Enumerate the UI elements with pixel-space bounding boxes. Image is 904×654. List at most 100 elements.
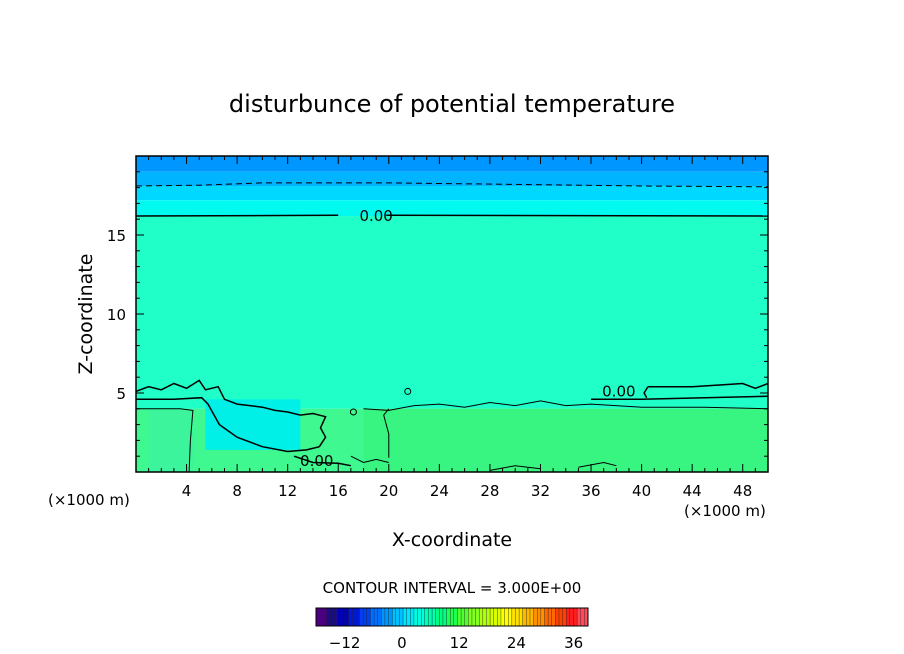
colorbar-swatch [566, 607, 571, 627]
colorbar-swatch [323, 607, 328, 627]
colorbar-swatch [399, 607, 404, 627]
colorbar-swatch [377, 607, 382, 627]
colorbar-swatch [453, 607, 458, 627]
colorbar-swatch [330, 607, 335, 627]
y-tick-label: 15 [107, 227, 126, 245]
chart-title: disturbunce of potential temperature [229, 90, 675, 118]
colorbar-swatch [391, 607, 397, 627]
contour-line [591, 395, 769, 401]
colorbar-swatch [529, 607, 535, 627]
contour-line [350, 455, 389, 464]
colorbar-swatch [511, 607, 516, 627]
contour-line [643, 386, 649, 399]
colorbar-swatch [515, 607, 520, 627]
colorbar-swatch [315, 607, 321, 627]
contour-label: 0.00 [300, 452, 333, 470]
colorbar-swatch [355, 607, 361, 627]
colorbar-swatch [489, 607, 495, 627]
colorbar-swatch [500, 607, 506, 627]
contour-lines: 0.00 0.00 0.00 [135, 182, 769, 473]
x-tick-label: 36 [581, 482, 600, 500]
colorbar-swatch [395, 607, 400, 627]
field-patch [148, 408, 193, 472]
colorbar-tick-label: 12 [450, 634, 469, 652]
colorbar-swatch [352, 607, 357, 627]
colorbar-swatch [442, 607, 448, 627]
contour-line [293, 455, 352, 467]
colorbar-swatch [533, 607, 538, 627]
contour-line [135, 379, 327, 453]
contour-line [136, 408, 194, 473]
contour-line [386, 214, 769, 217]
y-axis-label: Z-coordinate [75, 254, 97, 375]
colorbar-swatch [497, 607, 502, 627]
colorbar-swatch [337, 607, 342, 627]
plot-area [136, 156, 768, 472]
y-tick-label: 10 [107, 306, 126, 324]
x-tick-label: 40 [632, 482, 651, 500]
colorbar-swatch [555, 607, 560, 627]
colorbar-swatch [471, 607, 477, 627]
colorbar-swatch [439, 607, 444, 627]
contour-line [383, 408, 390, 458]
colorbar-swatch [475, 607, 480, 627]
colorbar-swatch [366, 607, 371, 627]
field-band [136, 171, 768, 187]
colorbar-swatch [333, 607, 339, 627]
colorbar-swatch [537, 607, 542, 627]
colorbar-swatch [319, 607, 324, 627]
colorbar-swatch [428, 607, 433, 627]
colorbar-swatch [580, 607, 585, 627]
colorbar-tick-label: 0 [397, 634, 407, 652]
contour-line [489, 465, 541, 471]
colorbar-swatch [544, 607, 549, 627]
colorbar-swatch [384, 607, 390, 627]
x-axis-label: X-coordinate [392, 529, 512, 551]
field-band [136, 200, 768, 217]
x-tick-label: 44 [683, 482, 702, 500]
colorbar-tick-label: 24 [507, 634, 526, 652]
colorbar-tick-label: −12 [329, 634, 361, 652]
colorbar-swatch [526, 607, 531, 627]
colorbar-tick-label: 36 [564, 634, 583, 652]
contour-line [647, 382, 769, 390]
colorbar-swatch [381, 607, 386, 627]
colorbar-swatch [344, 607, 350, 627]
contour-line [135, 182, 769, 188]
x-tick-label: 32 [531, 482, 550, 500]
colorbar-swatch [518, 607, 524, 627]
x-tick-label: 28 [480, 482, 499, 500]
colorbar-swatch [362, 607, 368, 627]
y-tick-label: 5 [116, 385, 126, 403]
colorbar-swatch [573, 607, 578, 627]
field-patch [363, 408, 768, 472]
field-band [136, 156, 768, 172]
colorbar-swatch [370, 607, 375, 627]
colorbar-swatch [460, 607, 466, 627]
colorbar-swatch [388, 607, 393, 627]
colorbar-swatch [435, 607, 440, 627]
colorbar-swatch [449, 607, 455, 627]
colorbar-swatch [569, 607, 574, 627]
colorbar-swatch [420, 607, 426, 627]
contour-loop [349, 408, 357, 416]
x-tick-label: 48 [733, 482, 752, 500]
contour-line [363, 400, 769, 411]
x-tick-label: 20 [379, 482, 398, 500]
contour-interval-label: CONTOUR INTERVAL = 3.000E+00 [323, 579, 582, 597]
x-unit-label: (×1000 m) [684, 502, 766, 520]
colorbar-swatch [446, 607, 451, 627]
colorbar-swatch [464, 607, 469, 627]
contour-label: 0.00 [602, 382, 635, 400]
x-tick-label: 8 [232, 482, 242, 500]
colorbar-swatch [413, 607, 419, 627]
colorbar-swatch [359, 607, 364, 627]
colorbar-swatch [482, 607, 487, 627]
colorbar-swatch [406, 607, 411, 627]
colorbar-swatch [457, 607, 462, 627]
z-unit-label: (×1000 m) [48, 491, 130, 509]
colorbar-swatch [468, 607, 473, 627]
colorbar-swatch [486, 607, 491, 627]
